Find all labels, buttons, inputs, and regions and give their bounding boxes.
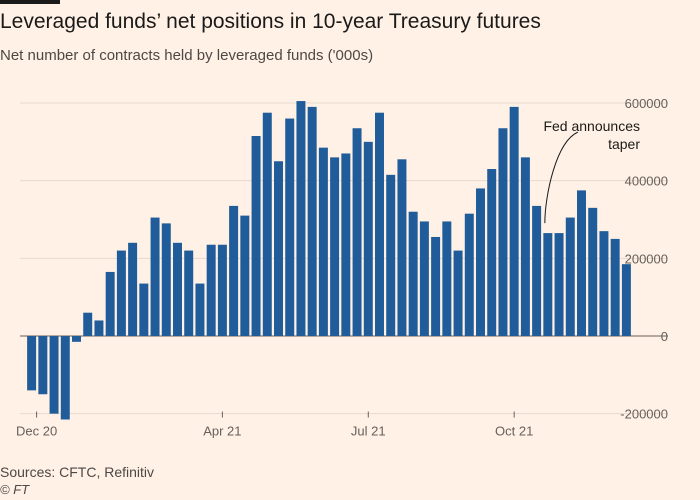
bar: [206, 244, 216, 336]
x-tick-label: Dec 20: [16, 424, 57, 439]
bar: [453, 250, 463, 336]
bar: [105, 271, 115, 336]
x-tick-label: Jul 21: [351, 424, 386, 439]
ft-credit: © FT: [0, 482, 30, 497]
x-tick-label: Apr 21: [203, 424, 241, 439]
bar: [173, 242, 182, 336]
bar: [318, 147, 328, 336]
bar: [464, 213, 474, 336]
bar: [116, 250, 126, 336]
y-tick-label: -200000: [620, 407, 668, 422]
bar: [476, 188, 485, 336]
bar: [229, 205, 239, 336]
bar: [72, 336, 81, 342]
bar: [599, 231, 609, 336]
annotation-label: Fed announces: [543, 118, 640, 134]
bar: [262, 112, 272, 336]
bar: [520, 157, 530, 336]
bar: [341, 153, 351, 336]
bar: [150, 217, 160, 336]
bar: [27, 336, 37, 391]
bar: [184, 250, 194, 336]
bar: [408, 211, 418, 336]
bar: [610, 238, 620, 336]
bar: [307, 106, 317, 336]
bar: [588, 207, 598, 336]
bar: [94, 320, 104, 336]
bar: [330, 157, 340, 336]
bar: [60, 336, 70, 420]
bar: [577, 190, 586, 336]
bar: [251, 136, 261, 336]
chart-source: Sources: CFTC, Refinitiv: [0, 464, 155, 480]
bar: [274, 161, 283, 336]
bar: [419, 221, 429, 336]
bar: [363, 141, 373, 336]
bar: [397, 159, 407, 336]
bar: [217, 244, 227, 336]
bar: [554, 233, 564, 336]
annotation-label: taper: [608, 136, 640, 152]
bar: [296, 101, 306, 336]
bar: [128, 242, 138, 336]
bar: [621, 264, 631, 336]
bar: [543, 233, 553, 336]
bar: [442, 221, 452, 336]
bar: [195, 283, 205, 336]
bar: [161, 223, 171, 336]
bar: [83, 312, 93, 336]
ft-top-bar: [0, 0, 60, 4]
annotation-connector: [544, 131, 579, 224]
y-tick-label: 400000: [625, 174, 668, 189]
y-tick-label: 0: [661, 329, 668, 344]
bar: [532, 205, 542, 336]
chart-title: Leveraged funds’ net positions in 10-yea…: [0, 10, 541, 33]
chart-subtitle: Net number of contracts held by leverage…: [0, 47, 374, 64]
bar: [352, 128, 362, 336]
x-tick-label: Oct 21: [495, 424, 533, 439]
bar: [509, 106, 519, 336]
bar: [139, 283, 149, 336]
bar: [487, 169, 497, 336]
bar: [375, 112, 384, 336]
bar: [49, 336, 59, 414]
bar: [498, 128, 508, 336]
bar: [565, 217, 575, 336]
bar: [38, 336, 48, 395]
y-tick-label: 600000: [625, 96, 668, 111]
bar: [240, 215, 250, 336]
bar: [285, 118, 295, 337]
bar: [431, 236, 441, 336]
bar: [386, 174, 396, 336]
y-tick-label: 200000: [625, 251, 668, 266]
bar-chart: 600000 400000 200000 0 -200000 Dec 20 Apr 21 Ju…: [16, 96, 668, 439]
